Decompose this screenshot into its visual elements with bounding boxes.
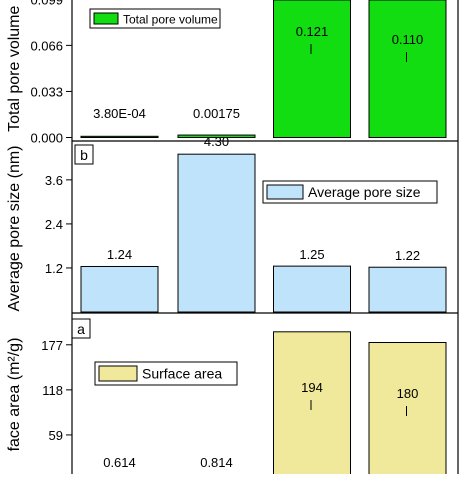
panel-tag-a: a <box>77 321 85 337</box>
data-label-a-2: 194 <box>301 380 323 395</box>
ytick-label-a-1: 118 <box>42 383 63 398</box>
ytick-label-c-0: 0.000 <box>30 131 63 146</box>
legend-label-b: Average pore size <box>308 184 421 200</box>
data-label-a-1: 0.814 <box>200 455 233 470</box>
bar-a-3 <box>368 342 447 479</box>
ytick-label-a-2: 177 <box>41 338 63 353</box>
bar-c-0 <box>80 135 159 139</box>
legend-label-a: Surface area <box>142 366 222 382</box>
bar-c-3 <box>368 0 447 138</box>
ytick-label-c-1: 0.033 <box>30 84 63 99</box>
ytick-label-b-1: 2.4 <box>45 217 63 232</box>
legend-swatch-c <box>93 12 119 25</box>
data-label-c-0: 3.80E-04 <box>93 106 146 121</box>
bar-b-2 <box>273 265 351 313</box>
legend-box-b <box>262 180 438 204</box>
data-label-c-3: 0.110 <box>392 32 424 47</box>
bar-c-1 <box>177 134 256 139</box>
y-axis-label-c: Total pore volume <box>6 6 23 132</box>
bar-c-2 <box>273 0 351 138</box>
y-axis-label-b: Average pore size (nm) <box>6 146 23 312</box>
bar-a-2 <box>273 331 351 479</box>
ytick-label-b-0: 1.2 <box>45 261 63 276</box>
legend-box-c <box>89 8 221 29</box>
legend-swatch-b <box>266 184 304 200</box>
bar-b-0 <box>80 265 159 313</box>
data-label-c-2: 0.121 <box>296 24 329 39</box>
data-label-b-0: 1.24 <box>107 247 132 262</box>
y-axis-label-a: face area (m²/g) <box>6 338 23 452</box>
legend-swatch-a <box>98 365 138 382</box>
ytick-label-c-3: 0.099 <box>30 0 63 7</box>
panel-tag-box-b <box>74 144 94 165</box>
data-label-a-0: 0.614 <box>103 455 136 470</box>
bar-b-1 <box>177 153 256 313</box>
data-label-a-3: 180 <box>397 386 419 401</box>
bar-b-3 <box>368 266 447 313</box>
ytick-label-a-0: 59 <box>49 428 63 443</box>
data-label-c-1: 0.00175 <box>193 106 240 121</box>
ytick-label-c-2: 0.066 <box>30 38 63 53</box>
data-label-b-2: 1.25 <box>299 247 324 262</box>
data-label-b-3: 1.22 <box>395 248 420 263</box>
legend-label-c: Total pore volume <box>123 13 218 27</box>
ytick-label-b-2: 3.6 <box>45 173 63 188</box>
panel-tag-b: b <box>80 147 88 163</box>
